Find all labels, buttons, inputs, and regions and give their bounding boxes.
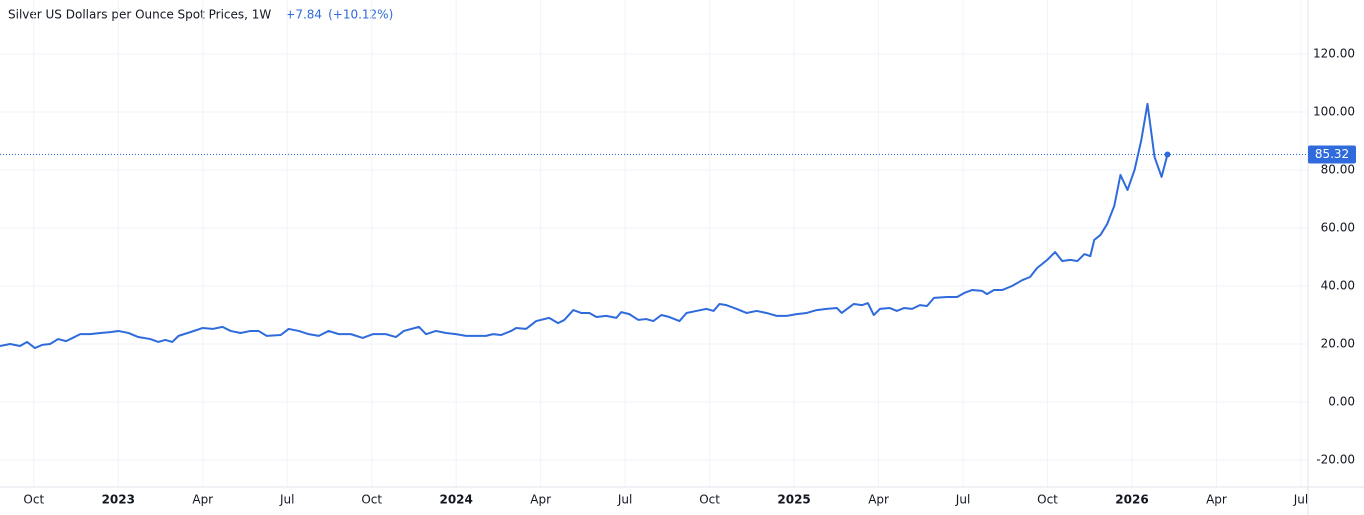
x-tick-label: Apr: [1206, 493, 1227, 507]
y-tick-label: 100.00: [1313, 104, 1355, 118]
chart-title: Silver US Dollars per Ounce Spot Prices,…: [8, 8, 271, 22]
y-tick-label: -20.00: [1316, 453, 1355, 467]
x-tick-label: Jul: [279, 493, 294, 507]
x-tick-label: Jul: [1293, 493, 1308, 507]
x-tick-label: Jul: [617, 493, 632, 507]
last-point: [1164, 151, 1171, 158]
y-tick-label: 120.00: [1313, 46, 1355, 60]
y-tick-label: 0.00: [1328, 395, 1355, 409]
x-tick-label: Apr: [868, 493, 889, 507]
x-tick-label: 2023: [102, 493, 135, 507]
y-tick-label: 40.00: [1321, 278, 1355, 292]
x-tick-label: Oct: [23, 493, 44, 507]
price-change: +7.84: [285, 8, 322, 22]
x-tick-label: 2025: [777, 493, 810, 507]
x-tick-label: 2024: [439, 493, 472, 507]
x-tick-label: Jul: [955, 493, 970, 507]
x-tick-label: Oct: [361, 493, 382, 507]
y-tick-label: 60.00: [1321, 220, 1355, 234]
x-tick-label: Oct: [699, 493, 720, 507]
last-price-tag: [1308, 145, 1356, 164]
price-line: [0, 102, 1169, 350]
y-tick-label: 80.00: [1321, 162, 1355, 176]
x-tick-label: Apr: [192, 493, 213, 507]
price-change-percent: (+10.12%): [328, 8, 393, 22]
x-tick-label: Oct: [1037, 493, 1058, 507]
x-tick-label: 2026: [1115, 493, 1148, 507]
x-tick-label: Apr: [530, 493, 551, 507]
last-price-tag-label: 85.32: [1315, 147, 1349, 161]
y-tick-label: 20.00: [1321, 337, 1355, 351]
